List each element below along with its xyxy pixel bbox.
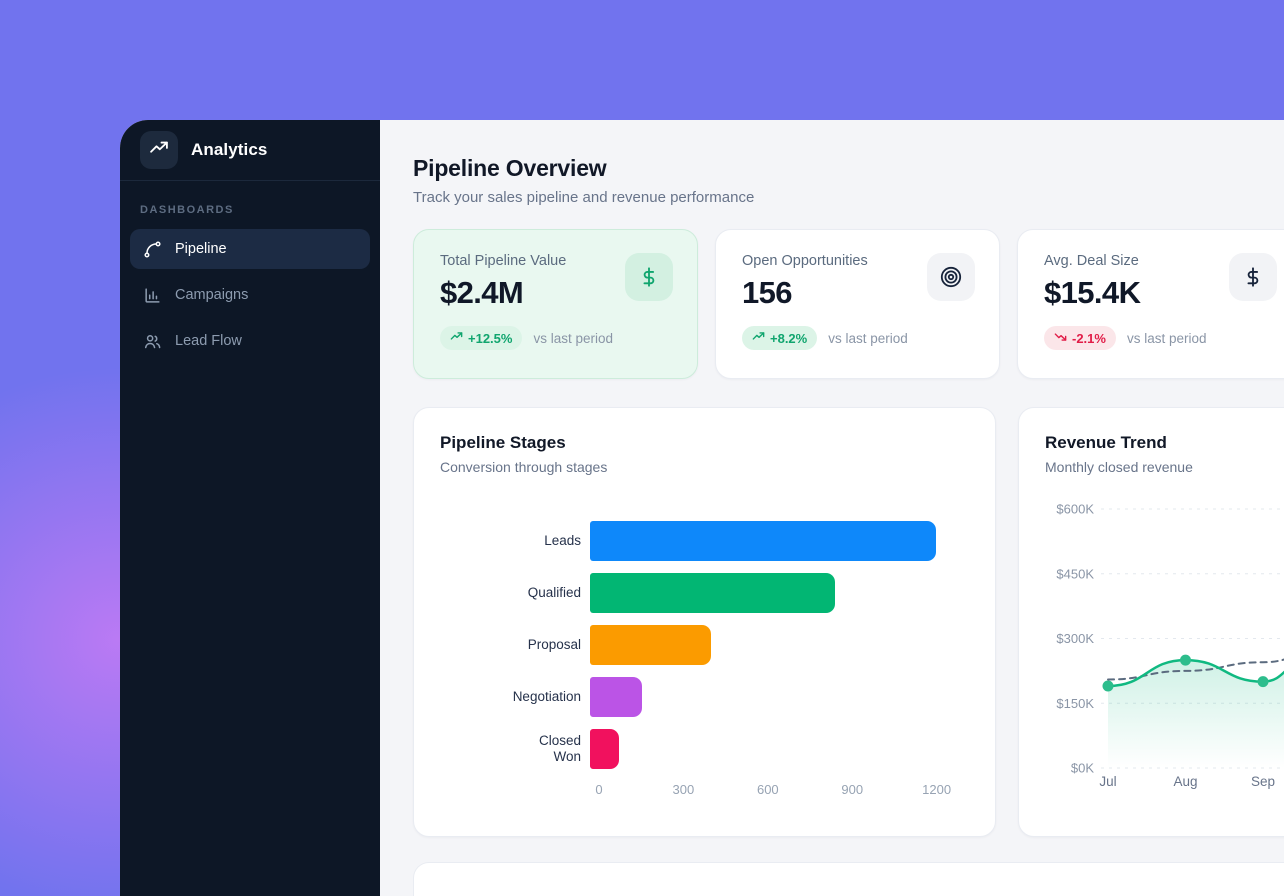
revenue-trend-line-chart: $0K $150K $300K $450K $600K Jul Aug Sep <box>1056 502 1284 789</box>
trending-down-icon <box>1054 330 1067 346</box>
bar-row: Leads <box>440 521 969 561</box>
analytics-logo <box>140 131 178 169</box>
page-subtitle: Track your sales pipeline and revenue pe… <box>413 189 755 206</box>
kpi-label: Total Pipeline Value <box>440 253 567 269</box>
y-axis-label: $150K <box>1056 696 1094 711</box>
bar-row: Closed Won <box>440 729 969 769</box>
kpi-label: Avg. Deal Size <box>1044 253 1139 269</box>
chart-subtitle: Monthly closed revenue <box>1045 459 1193 475</box>
y-axis-label: $300K <box>1056 631 1094 646</box>
bar-qualified[interactable] <box>590 573 835 613</box>
sidebar-section-label: DASHBOARDS <box>140 204 234 216</box>
bar-chart-x-axis: 0 300 600 900 1200 <box>595 782 969 800</box>
chart-title: Revenue Trend <box>1045 433 1167 452</box>
compare-label: vs last period <box>533 330 613 346</box>
bar-row: Qualified <box>440 573 969 613</box>
bar-category-label: Closed Won <box>538 732 581 764</box>
revenue-line[interactable] <box>1106 658 1284 688</box>
bar-track <box>590 625 969 665</box>
sidebar-item-pipeline[interactable]: Pipeline <box>130 229 370 269</box>
x-axis-label: Jul <box>1099 774 1116 789</box>
delta-badge: +8.2% <box>742 326 818 350</box>
bottom-card-partial <box>413 862 1284 896</box>
x-axis-label: Aug <box>1173 774 1197 789</box>
delta-badge: +12.5% <box>440 326 523 350</box>
dollar-icon <box>1229 253 1277 301</box>
bar-category-label: Leads <box>544 532 581 548</box>
kpi-value: 156 <box>742 275 793 310</box>
compare-label: vs last period <box>828 330 908 346</box>
app-window: Analytics DASHBOARDS Pipeline Campaigns <box>120 120 1284 896</box>
sidebar-logo-row: Analytics <box>120 120 380 181</box>
charts-row: Pipeline Stages Conversion through stage… <box>413 407 1284 837</box>
delta-value: +12.5% <box>468 330 513 346</box>
bar-track <box>590 677 969 717</box>
x-axis-tick: 1200 <box>922 782 952 797</box>
sidebar: Analytics DASHBOARDS Pipeline Campaigns <box>120 120 380 896</box>
bar-row: Proposal <box>440 625 969 665</box>
bar-track <box>590 573 969 613</box>
bar-leads[interactable] <box>590 521 936 561</box>
sidebar-item-label: Lead Flow <box>175 333 242 349</box>
delta-badge: -2.1% <box>1044 326 1116 350</box>
sidebar-item-campaigns[interactable]: Campaigns <box>130 275 370 315</box>
x-axis-label: Sep <box>1251 774 1275 789</box>
bar-category-label: Proposal <box>527 636 581 652</box>
x-axis-tick: 900 <box>841 782 864 797</box>
bar-track <box>590 521 969 561</box>
chart-subtitle: Conversion through stages <box>440 459 608 475</box>
x-axis-tick: 0 <box>595 782 603 797</box>
kpi-row: Total Pipeline Value $2.4M +12.5% vs las… <box>413 229 1284 379</box>
sidebar-item-label: Campaigns <box>175 287 249 303</box>
x-axis-tick: 300 <box>672 782 695 797</box>
revenue-point-sep[interactable] <box>1257 676 1269 688</box>
kpi-card-avg-deal-size: Avg. Deal Size $15.4K -2.1% vs last peri… <box>1017 229 1284 379</box>
main-content: Pipeline Overview Track your sales pipel… <box>380 120 1284 896</box>
bar-negotiation[interactable] <box>590 677 642 717</box>
revenue-area <box>1108 660 1284 768</box>
brand-title: Analytics <box>191 140 268 159</box>
trending-up-icon <box>149 138 169 163</box>
y-axis-label: $450K <box>1056 566 1094 581</box>
kpi-label: Open Opportunities <box>742 253 868 269</box>
pipeline-stages-bar-chart: Leads Qualified Proposal Negotiation Closed … <box>440 521 969 769</box>
kpi-card-open-opportunities: Open Opportunities 156 +8.2% vs last per… <box>715 229 1000 379</box>
sidebar-item-label: Pipeline <box>175 241 227 257</box>
revenue-point-aug[interactable] <box>1180 654 1191 666</box>
bar-row: Negotiation <box>440 677 969 717</box>
users-icon <box>143 332 162 351</box>
bar-category-label: Negotiation <box>512 688 581 704</box>
page-title: Pipeline Overview <box>413 155 607 181</box>
bar-proposal[interactable] <box>590 625 712 665</box>
y-axis-label: $600K <box>1056 502 1094 517</box>
kpi-card-total-pipeline-value: Total Pipeline Value $2.4M +12.5% vs las… <box>413 229 698 379</box>
sidebar-item-lead-flow[interactable]: Lead Flow <box>130 321 370 361</box>
dollar-icon <box>625 253 673 301</box>
bar-category-label: Qualified <box>527 584 581 600</box>
kpi-value: $15.4K <box>1044 275 1141 310</box>
revenue-point-jul[interactable] <box>1102 680 1114 692</box>
delta-value: +8.2% <box>770 330 808 346</box>
bar-chart-icon <box>143 286 162 305</box>
trending-up-icon <box>450 330 463 346</box>
revenue-trend-card: Revenue Trend Monthly closed revenue $0K… <box>1018 407 1284 837</box>
bar-track <box>590 729 969 769</box>
target-icon <box>927 253 975 301</box>
y-axis-label: $0K <box>1071 761 1094 776</box>
x-axis-tick: 600 <box>756 782 779 797</box>
chart-title: Pipeline Stages <box>440 433 566 452</box>
delta-value: -2.1% <box>1072 330 1106 346</box>
pipeline-stages-card: Pipeline Stages Conversion through stage… <box>413 407 996 837</box>
bar-closed-won[interactable] <box>590 729 619 769</box>
trending-up-icon <box>752 330 765 346</box>
compare-label: vs last period <box>1126 330 1207 346</box>
kpi-value: $2.4M <box>440 275 524 310</box>
spline-icon <box>143 240 162 259</box>
